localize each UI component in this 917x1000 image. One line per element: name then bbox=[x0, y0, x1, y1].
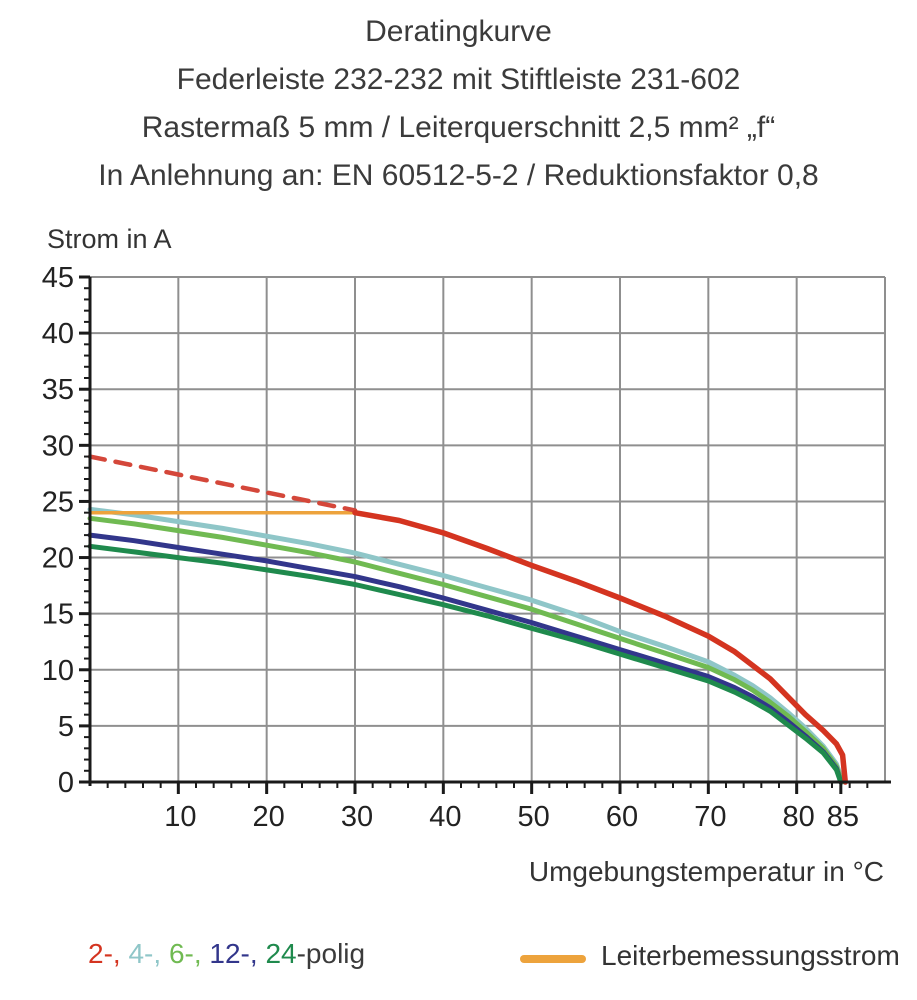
y-tick-label: 30 bbox=[42, 430, 74, 462]
legend-pole-token: 24 bbox=[265, 938, 297, 969]
y-tick-label: 35 bbox=[42, 374, 74, 406]
rated-current-line-icon bbox=[520, 955, 586, 963]
x-tick-label: 80 bbox=[783, 801, 815, 833]
x-tick-label: 20 bbox=[253, 801, 285, 833]
x-tick-label: 60 bbox=[606, 801, 638, 833]
page-title-block: Deratingkurve Federleiste 232-232 mit St… bbox=[0, 8, 917, 200]
x-tick-label: 70 bbox=[694, 801, 726, 833]
series-12-polig bbox=[87, 532, 844, 785]
y-tick-label: 45 bbox=[42, 262, 74, 294]
y-tick-label: 0 bbox=[58, 767, 74, 799]
page-title-line-2: Federleiste 232-232 mit Stiftleiste 231-… bbox=[176, 63, 741, 96]
x-axis-label: Umgebungstemperatur in °C bbox=[528, 856, 884, 887]
legend-pole-token: 12-, bbox=[209, 938, 266, 969]
legend-pole-token: 4-, bbox=[128, 938, 169, 969]
x-tick-label: 10 bbox=[164, 801, 196, 833]
page-title-line-3: Rastermaß 5 mm / Leiterquerschnitt 2,5 m… bbox=[141, 111, 776, 144]
y-axis-label: Strom in A bbox=[47, 224, 172, 254]
legend-rated-current-label: Leiterbemessungsstrom bbox=[601, 940, 900, 971]
x-tick-label: 50 bbox=[518, 801, 550, 833]
page-title-line-4: In Anlehnung an: EN 60512-5-2 / Reduktio… bbox=[98, 159, 819, 192]
series-2-polig-gestrichelt- bbox=[87, 454, 358, 513]
legend-pole-counts: 2-, 4-, 6-, 12-, 24-polig bbox=[88, 938, 365, 970]
page-title-line-1: Deratingkurve bbox=[365, 15, 552, 48]
y-tick-label: 10 bbox=[42, 655, 74, 687]
series-2-polig bbox=[352, 509, 849, 785]
x-tick-label: 40 bbox=[429, 801, 461, 833]
y-tick-label: 5 bbox=[58, 711, 74, 743]
series-24-polig bbox=[87, 543, 844, 785]
y-tick-label: 15 bbox=[42, 599, 74, 631]
legend-pole-token: 6-, bbox=[168, 938, 210, 969]
x-tick-label: 30 bbox=[341, 801, 373, 833]
y-tick-label: 40 bbox=[42, 318, 74, 350]
y-tick-label: 25 bbox=[42, 486, 74, 518]
series-4-polig bbox=[87, 506, 846, 785]
y-tick-label: 20 bbox=[42, 543, 74, 575]
legend-pole-token: 2-, bbox=[88, 938, 129, 969]
legend-pole-suffix: -polig bbox=[296, 938, 366, 969]
x-tick-label: 85 bbox=[827, 801, 859, 833]
series-6-polig bbox=[87, 515, 845, 785]
